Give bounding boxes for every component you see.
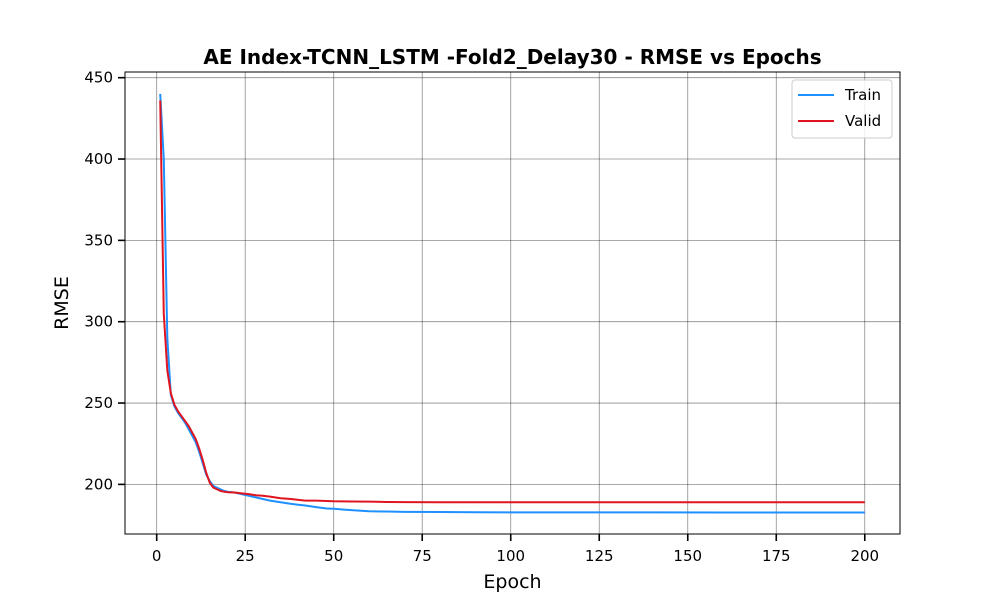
x-tick-label: 50 (324, 547, 343, 565)
y-tick-label: 450 (84, 69, 113, 87)
x-tick-label: 150 (673, 547, 702, 565)
x-tick-label: 25 (236, 547, 255, 565)
x-tick-label: 200 (850, 547, 879, 565)
x-tick-label: 175 (762, 547, 791, 565)
grid (125, 72, 900, 534)
series-layer (159, 93, 865, 514)
plot-area-frame (124, 71, 901, 535)
y-tick-label: 350 (84, 231, 113, 249)
x-tick-label: 75 (413, 547, 432, 565)
y-tick-label: 200 (84, 475, 113, 493)
axis-ticks: 0 25 50 75 100 125 150 175 200 200 250 300 350 400 450 (84, 69, 879, 565)
x-tick-label: 125 (585, 547, 614, 565)
y-tick-label: 400 (84, 150, 113, 168)
x-tick-label: 100 (496, 547, 525, 565)
series-line-train (159, 93, 865, 514)
legend-label-train: Train (844, 86, 881, 104)
x-axis-label: Epoch (483, 571, 541, 593)
y-tick-label: 250 (84, 394, 113, 412)
chart-title: AE Index-TCNN_LSTM -Fold2_Delay30 - RMSE… (203, 45, 821, 69)
legend: Train Valid (791, 79, 893, 139)
legend-label-valid: Valid (845, 112, 881, 130)
y-axis-label: RMSE (51, 276, 73, 330)
x-tick-label: 0 (152, 547, 162, 565)
y-tick-label: 300 (84, 313, 113, 331)
series-line-valid (159, 100, 865, 504)
